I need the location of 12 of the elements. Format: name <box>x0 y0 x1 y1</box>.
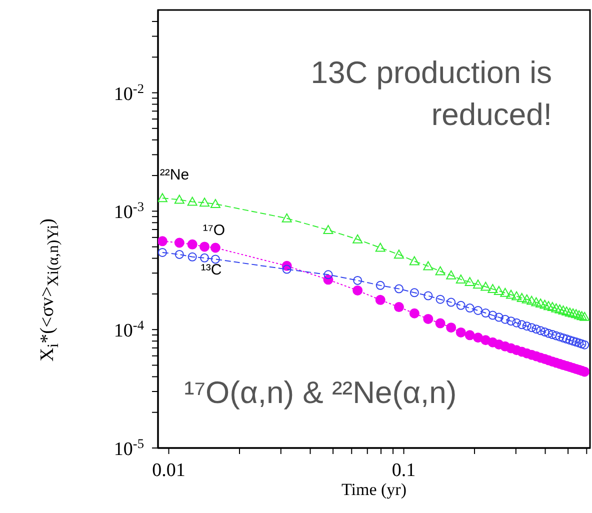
y-tick-label: 10$^{-3}$ <box>114 198 144 224</box>
y-tick-label: 10$^{-4}$ <box>114 317 144 342</box>
series-label: ²²Ne <box>160 166 190 184</box>
y-tick-label: 10$^{-5}$ <box>114 436 144 460</box>
series-label: ¹³C <box>200 262 222 279</box>
y-tick-label: 10$^{-2}$ <box>114 80 144 105</box>
x-tick-label: 0.1 <box>392 460 416 481</box>
annotation: 13C production is reduced! <box>310 54 552 134</box>
series-label: ¹⁷O <box>202 222 226 240</box>
x-tick-label: 0.01 <box>152 460 186 481</box>
annotation: ¹⁷O(α,n) & ²²Ne(α,n) <box>184 375 457 411</box>
x-axis-title: Time (yr) <box>341 480 407 500</box>
